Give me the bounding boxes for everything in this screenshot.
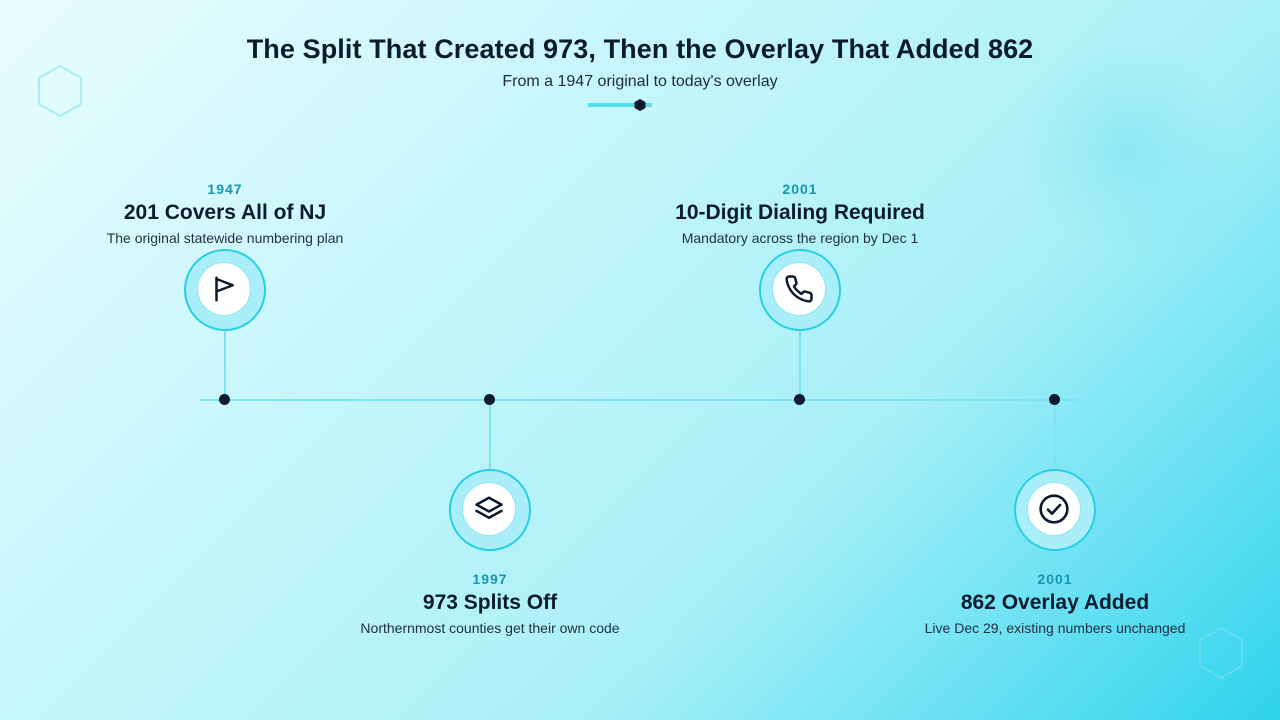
timeline-stem bbox=[489, 400, 491, 469]
title-accent-divider bbox=[588, 99, 652, 111]
page-title: The Split That Created 973, Then the Ove… bbox=[246, 34, 1034, 64]
timeline-axis bbox=[200, 399, 1080, 401]
event-description: Mandatory across the region by Dec 1 bbox=[681, 230, 919, 246]
decorative-hexagon-bottom-right bbox=[1199, 626, 1243, 680]
event-icon-node bbox=[184, 249, 266, 331]
phone-icon bbox=[785, 275, 813, 303]
header: The Split That Created 973, Then the Ove… bbox=[0, 34, 1280, 91]
event-title: 201 Covers All of NJ bbox=[123, 201, 327, 224]
timeline-dot bbox=[1049, 394, 1060, 405]
layers-icon bbox=[475, 496, 503, 519]
event-description: Live Dec 29, existing numbers unchanged bbox=[924, 620, 1186, 636]
event-title: 10-Digit Dialing Required bbox=[675, 201, 925, 224]
event-year: 2001 bbox=[1037, 571, 1073, 587]
event-year: 2001 bbox=[782, 181, 818, 197]
timeline-stem bbox=[799, 331, 801, 400]
timeline-stem bbox=[1054, 400, 1056, 469]
timeline-dot bbox=[484, 394, 495, 405]
flag-icon bbox=[215, 276, 234, 302]
event-description: Northernmost counties get their own code bbox=[360, 620, 620, 636]
timeline-stem bbox=[224, 331, 226, 400]
event-title: 973 Splits Off bbox=[422, 591, 558, 614]
event-icon-node bbox=[449, 469, 531, 551]
decorative-hexagon-top-left bbox=[38, 64, 82, 118]
page-subtitle: From a 1947 original to today's overlay bbox=[502, 73, 778, 90]
event-label: 1947 201 Covers All of NJ The original s… bbox=[55, 181, 395, 246]
background-glow bbox=[1020, 40, 1240, 260]
event-label: 1997 973 Splits Off Northernmost countie… bbox=[320, 571, 660, 636]
event-label: 2001 862 Overlay Added Live Dec 29, exis… bbox=[885, 571, 1225, 636]
timeline-dot bbox=[219, 394, 230, 405]
event-icon-node bbox=[759, 249, 841, 331]
timeline-dot bbox=[794, 394, 805, 405]
event-year: 1947 bbox=[207, 181, 243, 197]
check-circle-icon bbox=[1039, 494, 1069, 524]
event-description: The original statewide numbering plan bbox=[106, 230, 344, 246]
event-year: 1997 bbox=[472, 571, 508, 587]
event-label: 2001 10-Digit Dialing Required Mandatory… bbox=[630, 181, 970, 246]
event-icon-node bbox=[1014, 469, 1096, 551]
event-title: 862 Overlay Added bbox=[960, 591, 1150, 614]
